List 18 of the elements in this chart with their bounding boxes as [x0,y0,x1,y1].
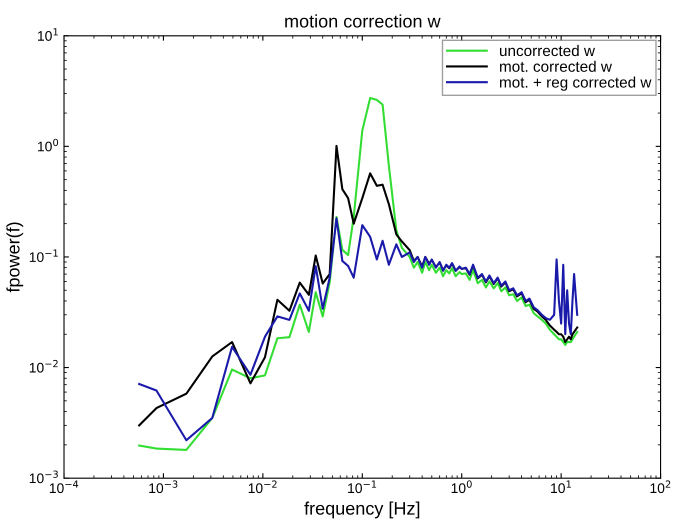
y-tick-label: 10$^{−2}$ [30,360,58,373]
x-tick-label: 10$^{2}$ [650,480,670,494]
x-tick-label: 10$^{−4}$ [50,480,78,494]
y-tick-label: 10$^{0}$ [38,138,58,152]
legend-label: uncorrected w [500,44,595,56]
x-tick-label: 10$^{−1}$ [348,480,376,494]
x-tick-label: 10$^{−2}$ [248,480,277,494]
y-tick-label: 10$^{1}$ [38,28,58,41]
chart-title: motion correction w [285,14,441,28]
y-tick-label: 10$^{−3}$ [30,470,58,484]
x-tick-label: 10$^{1}$ [551,480,571,494]
y-tick-label: 10$^{−1}$ [30,249,58,262]
legend-label: mot. + reg corrected w [500,76,652,91]
x-axis-title: frequency [Hz] [304,502,420,518]
legend-label: mot. corrected w [500,60,612,72]
x-tick-label: 10$^{−3}$ [149,480,178,494]
y-axis-title: fpower(f) [6,222,24,292]
x-tick-label: 10$^{0}$ [452,480,472,494]
